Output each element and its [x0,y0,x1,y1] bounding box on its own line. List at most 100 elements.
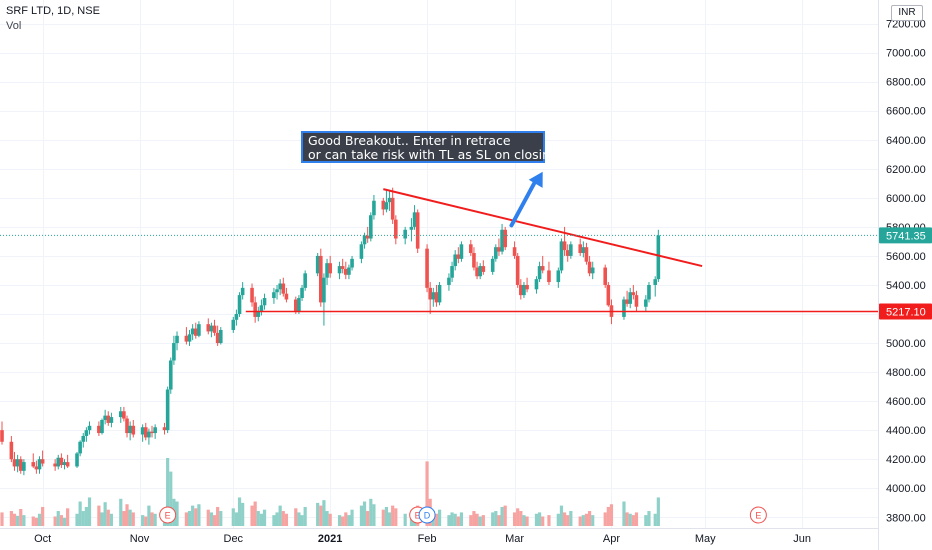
candle-body [262,298,267,306]
volume-bar [122,511,126,526]
candle [262,293,267,310]
volume-legend[interactable]: Vol [6,20,22,32]
volume-bar [62,517,67,526]
candle-body [40,459,45,464]
candle [53,459,57,471]
volume-bar [603,512,607,526]
candle [625,290,629,307]
price-tick-label: 6600.00 [886,106,926,118]
price-tick-label: 4200.00 [886,454,926,466]
candle-body [131,425,136,435]
candle-body [515,255,520,285]
dividend-marker[interactable]: D [418,506,436,524]
candle-body [340,266,345,269]
candle-body [37,459,42,470]
price-tick-label: 6800.00 [886,77,926,89]
candle [412,205,417,230]
volume-bar [475,513,479,526]
candle [153,424,157,439]
candle [369,212,373,242]
candle-body [581,247,586,254]
currency-label[interactable]: INR [891,5,923,21]
candle-body [34,466,39,470]
volume-bar [319,505,323,526]
volume-bar [150,512,154,526]
candle [481,260,486,275]
candle-body [372,200,376,216]
volume-bar [41,506,45,526]
candle [587,255,592,277]
volume-bar [547,515,551,526]
volume-bar [447,515,451,526]
candle [556,267,561,288]
candle [540,255,545,274]
candle [415,209,420,254]
volume-bar [622,501,626,526]
candle-body [490,258,495,272]
volume-bar [456,516,460,526]
candle-body [603,267,608,285]
candle [187,329,192,346]
candle [122,406,126,422]
volume-bar [516,508,520,526]
time-axis[interactable]: Oct Nov Dec 2021 Feb Mar Apr May Jun [0,528,878,550]
time-tick-label: Mar [505,533,524,545]
volume-bar [387,512,392,526]
volume-bar [234,512,239,526]
candle [75,451,79,468]
volume-bar [453,513,457,526]
marker-label: E [165,511,171,521]
candle-body [168,360,173,390]
volume-bar [425,461,429,526]
candle [15,454,20,473]
volume-bar [22,515,26,526]
time-tick-label: Nov [130,533,150,545]
time-tick-label: Feb [418,533,437,545]
volume-bar [512,512,517,526]
price-axis[interactable]: 3800.00 4000.00 4200.00 4400.00 4600.00 4800.… [878,0,932,550]
volume-bar [347,515,351,526]
candle-body [184,335,189,342]
volume-bar [81,511,85,526]
candle [100,418,104,435]
candle [272,287,276,304]
symbol-legend[interactable]: SRF LTD, 1D, NSE [6,5,100,17]
volume-bar [106,509,110,526]
volume-bar [525,516,529,526]
candle-body [281,283,286,294]
volume-bar [303,506,307,526]
candle [456,247,461,264]
candle [362,232,367,249]
candle-body [318,255,323,303]
earnings-marker[interactable]: E [749,506,767,524]
candle [65,454,70,468]
candle-body [65,462,70,467]
candle [647,282,651,303]
time-tick-label: Jun [793,533,811,545]
drawings[interactable] [0,171,878,313]
marker-label: E [415,511,421,521]
volume-bar [647,511,651,526]
candle-body [315,255,320,274]
volume-bar [278,505,282,526]
volume-bar [109,513,113,526]
annotation-callout[interactable]: Good Breakout.. Enter in retrace or can … [301,131,558,163]
candle-body [140,427,145,435]
earnings-marker[interactable]: E [159,506,177,524]
volume-bar [362,501,367,526]
candle-body [450,266,454,278]
candle-body [147,431,151,438]
candle [503,226,507,251]
trendline [383,188,703,268]
candle [478,263,482,280]
candle-body [653,279,658,285]
volume-bar [125,504,129,526]
candle-body [175,335,179,344]
volume-bar [341,516,345,526]
volume-bar [491,512,495,526]
volume-bar [84,506,88,526]
candle [644,295,648,312]
